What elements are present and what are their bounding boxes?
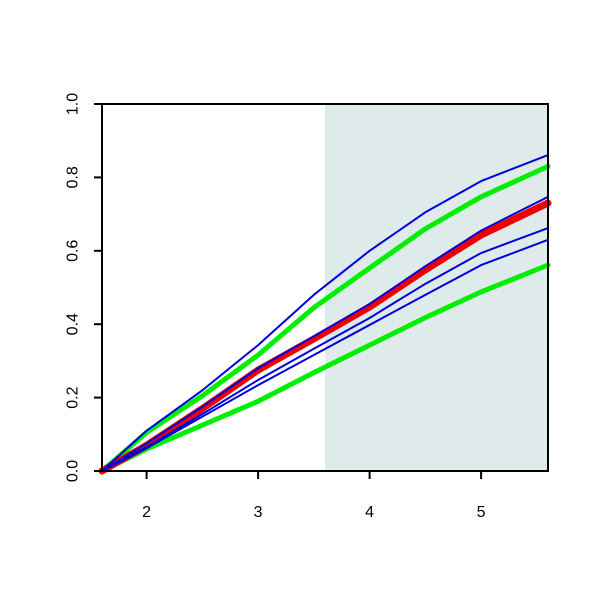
line-series (101, 238, 549, 472)
x-tick-label: 2 (142, 504, 151, 521)
plot-box (101, 103, 549, 472)
y-tick-label: 0.2 (65, 386, 82, 408)
y-tick-label: 0.4 (65, 313, 82, 335)
line-series (101, 195, 549, 472)
y-tick-label: 0.0 (65, 460, 82, 482)
line-series (99, 163, 551, 474)
x-tick-label: 3 (254, 504, 263, 521)
x-tick-label: 5 (477, 504, 486, 521)
x-tick-label: 4 (365, 504, 374, 521)
shaded-region (325, 104, 548, 471)
y-tick-label: 0.8 (65, 166, 82, 188)
y-tick-label: 0.6 (65, 240, 82, 262)
line-series (101, 227, 549, 472)
line-series (99, 262, 551, 474)
y-tick-label: 1.0 (65, 93, 82, 115)
line-series (98, 199, 552, 475)
line-series (101, 154, 549, 472)
